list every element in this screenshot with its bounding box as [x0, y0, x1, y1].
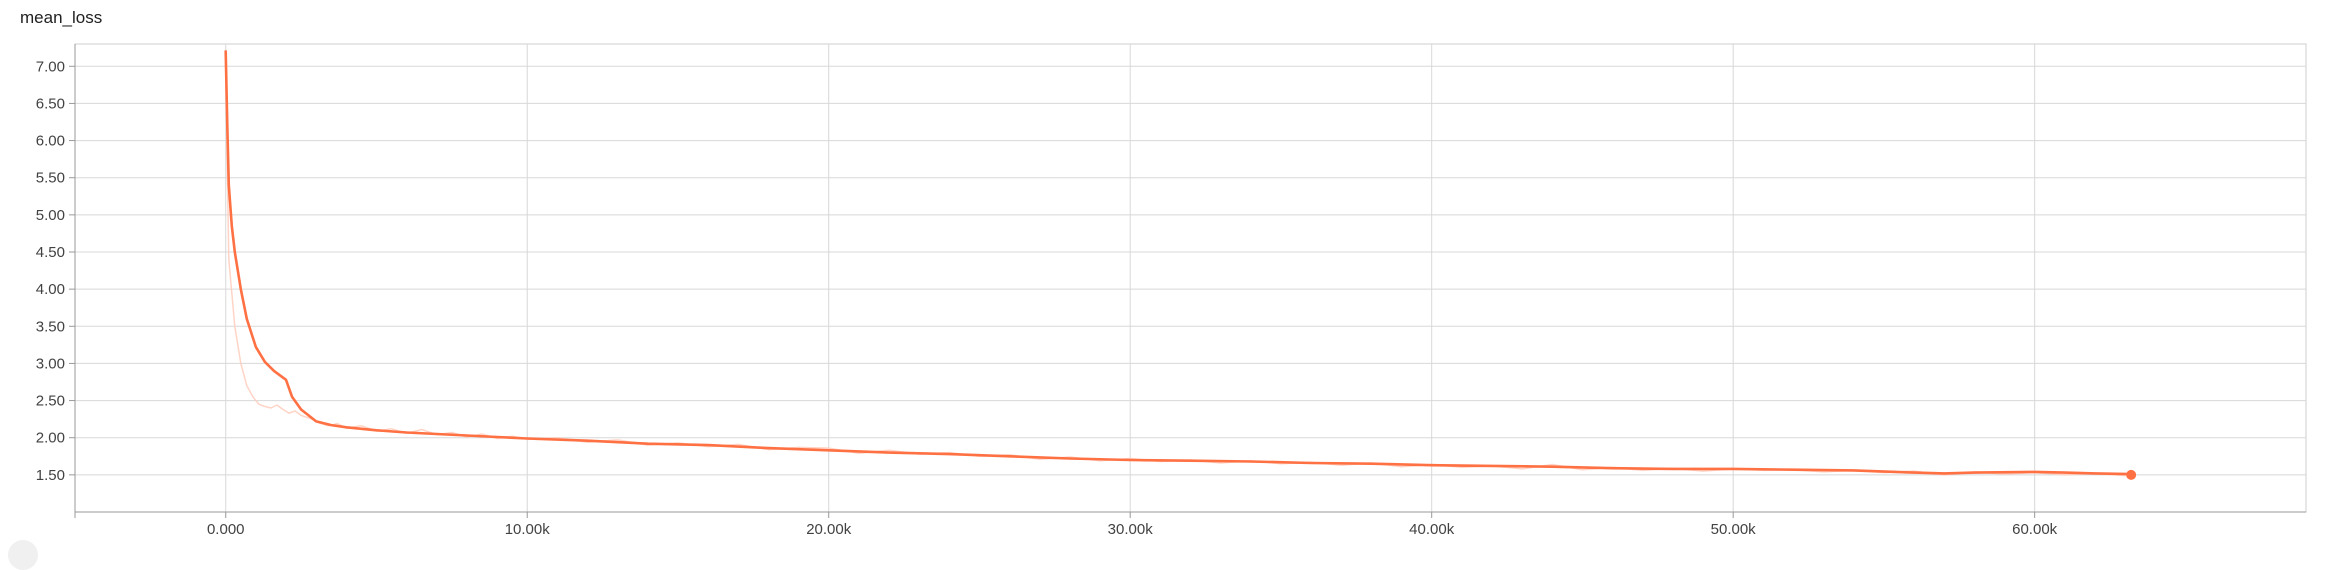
y-tick-label: 2.50: [36, 393, 65, 410]
y-tick-label: 6.00: [36, 133, 65, 150]
x-tick-label: 40.00k: [1409, 521, 1455, 538]
x-tick-label: 10.00k: [505, 521, 551, 538]
y-tick-label: 5.50: [36, 170, 65, 187]
chart-title: mean_loss: [20, 8, 103, 27]
x-tick-label: 50.00k: [1711, 521, 1757, 538]
last-point-marker: [2126, 469, 2137, 480]
y-tick-label: 4.50: [36, 244, 65, 261]
y-tick-label: 4.00: [36, 281, 65, 298]
tick-labels: 1.50 2.00 2.50 3.00 3.50 4.00 4.50 5.00 5.50 6.00…: [36, 58, 2058, 538]
x-tick-label: 60.00k: [2012, 521, 2058, 538]
corner-control[interactable]: [8, 540, 38, 570]
x-tick-label: 20.00k: [806, 521, 852, 538]
last-point-layer: [2126, 469, 2137, 480]
raw-loss-line: [224, 65, 2126, 477]
smoothed-series: [224, 50, 2133, 476]
y-tick-label: 7.00: [36, 58, 65, 75]
y-tick-label: 1.50: [36, 467, 65, 484]
raw-series: [224, 65, 2126, 477]
loss-chart: 1.50 2.00 2.50 3.00 3.50 4.00 4.50 5.00 5.50 6.00…: [36, 43, 2307, 538]
axes: [69, 44, 2306, 518]
x-tick-label: 30.00k: [1108, 521, 1154, 538]
x-tick-label: 0.000: [207, 521, 245, 538]
grid: [74, 43, 2307, 513]
smoothed-loss-line: [224, 50, 2133, 476]
y-tick-label: 3.50: [36, 318, 65, 335]
y-tick-label: 3.00: [36, 355, 65, 372]
y-tick-label: 2.00: [36, 430, 65, 447]
y-tick-label: 5.00: [36, 207, 65, 224]
plot-frame: [74, 43, 2307, 513]
y-tick-label: 6.50: [36, 95, 65, 112]
